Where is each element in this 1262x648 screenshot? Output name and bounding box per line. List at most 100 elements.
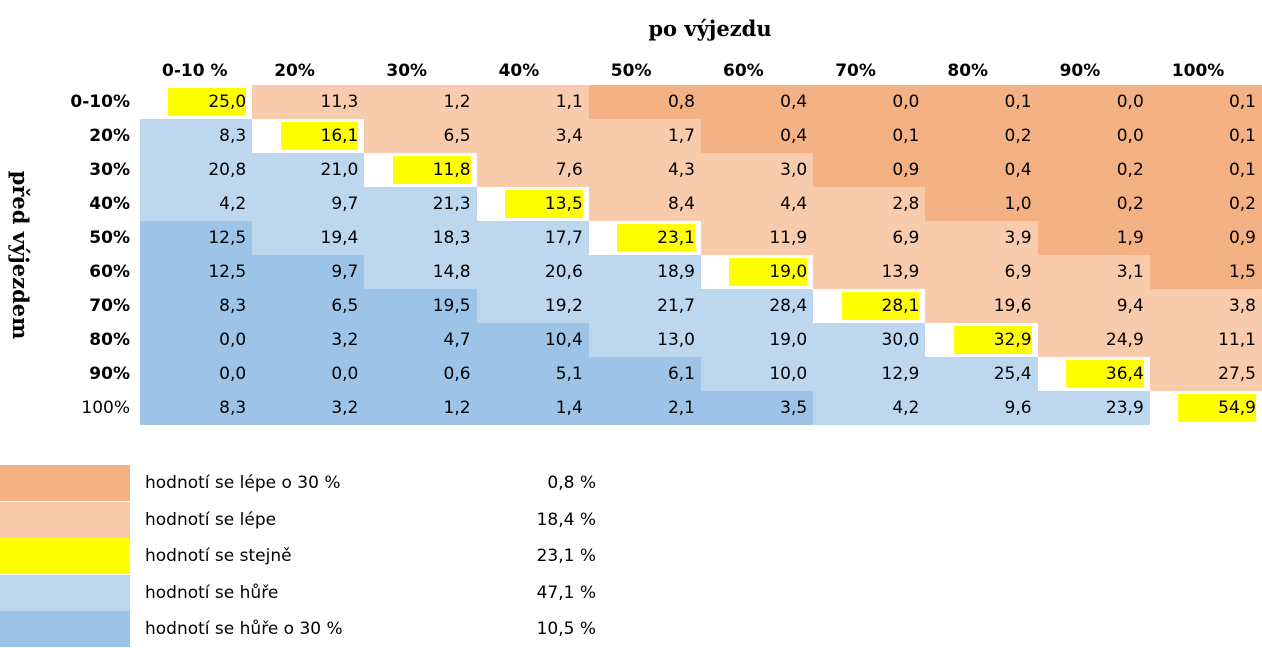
- cell-value: 8,3: [219, 398, 247, 418]
- cell: 20,6: [476, 255, 589, 289]
- cell: 0,1: [925, 85, 1038, 119]
- cell-value: 1,1: [555, 92, 583, 112]
- cell-value: 12,5: [208, 228, 247, 248]
- cell: 5,1: [476, 357, 589, 391]
- cell: 3,0: [701, 153, 814, 187]
- cell: 3,2: [252, 323, 365, 357]
- column-header: 20%: [274, 61, 315, 81]
- column-header: 90%: [1059, 61, 1101, 81]
- cell-value: 25,0: [168, 88, 247, 116]
- cell-value: 0,0: [1116, 126, 1144, 146]
- cell-value: 0,1: [1228, 126, 1256, 146]
- cell: 12,5: [140, 255, 253, 289]
- cell-value: 9,7: [331, 194, 359, 214]
- cell: 1,2: [364, 391, 477, 425]
- cell: 13,0: [588, 323, 701, 357]
- cell: 4,4: [701, 187, 814, 221]
- cell: 19,2: [476, 289, 589, 323]
- cell: 19,4: [252, 221, 365, 255]
- legend-label: hodnotí se stejně: [145, 546, 292, 566]
- cell-value: 10,0: [769, 364, 808, 384]
- legend-swatch: [0, 465, 130, 501]
- legend-label: hodnotí se hůře: [145, 582, 279, 603]
- cell-value: 4,2: [219, 194, 247, 214]
- cell-value: 3,4: [555, 126, 583, 146]
- cell: 0,0: [1037, 119, 1150, 153]
- cell: 19,0: [701, 323, 814, 357]
- cell-value: 13,0: [657, 330, 695, 350]
- legend-label: hodnotí se lépe: [145, 509, 277, 530]
- cell-value: 12,5: [208, 262, 247, 282]
- cell: 2,1: [588, 391, 701, 425]
- cell: 10,4: [476, 323, 589, 357]
- cell: 4,2: [813, 391, 926, 425]
- column-header: 30%: [386, 61, 428, 81]
- cell: 19,5: [364, 289, 477, 323]
- cell-value: 19,2: [544, 296, 583, 316]
- cell: 0,4: [701, 85, 814, 119]
- cell-value: 28,1: [841, 292, 920, 320]
- cell-value: 8,3: [219, 296, 247, 316]
- cell-value: 28,4: [769, 296, 808, 316]
- cell: 0,2: [1149, 187, 1262, 221]
- cell-value: 36,4: [1065, 360, 1144, 388]
- cell-value: 16,1: [280, 122, 359, 150]
- cell-value: 1,2: [443, 92, 471, 112]
- cell: 32,9: [925, 323, 1037, 357]
- cell-value: 23,9: [1105, 398, 1144, 418]
- column-header: 0-10 %: [162, 61, 228, 81]
- cell-value: 20,8: [208, 160, 247, 180]
- cell: 28,1: [813, 289, 925, 323]
- cell: 28,4: [701, 289, 814, 323]
- cell: 4,7: [364, 323, 477, 357]
- cell: 11,9: [701, 221, 814, 255]
- cell: 6,5: [252, 289, 365, 323]
- legend-label: hodnotí se lépe o 30 %: [145, 473, 341, 493]
- cell: 27,5: [1149, 357, 1262, 391]
- cell-value: 30,0: [881, 330, 920, 350]
- cell-value: 1,7: [667, 126, 695, 146]
- legend-swatch: [0, 538, 130, 574]
- column-title: po výjezdu: [648, 16, 772, 41]
- cell-value: 7,6: [555, 160, 583, 180]
- cell-value: 19,0: [769, 330, 808, 350]
- cell-value: 3,5: [780, 398, 808, 418]
- row-header: 70%: [89, 296, 130, 316]
- cell-value: 4,2: [892, 398, 920, 418]
- cell: 1,2: [364, 85, 477, 119]
- cell-value: 0,4: [780, 126, 808, 146]
- cell: 1,0: [925, 187, 1038, 221]
- cell-value: 18,9: [657, 262, 695, 282]
- cell-value: 4,7: [443, 330, 471, 350]
- cell: 8,3: [140, 119, 253, 153]
- cell: 19,0: [701, 255, 813, 289]
- cell-value: 1,5: [1228, 262, 1256, 282]
- cell: 11,3: [252, 85, 365, 119]
- cell: 54,9: [1150, 391, 1262, 425]
- cell: 23,9: [1037, 391, 1150, 425]
- cell: 0,1: [1149, 85, 1262, 119]
- cell: 10,0: [701, 357, 814, 391]
- cell: 36,4: [1038, 357, 1150, 391]
- cell: 0,8: [588, 85, 701, 119]
- cell: 0,6: [364, 357, 477, 391]
- row-header: 100%: [81, 398, 130, 418]
- cell: 13,5: [477, 187, 589, 221]
- cell: 1,4: [476, 391, 589, 425]
- cell: 8,3: [140, 289, 253, 323]
- cell-value: 0,0: [219, 330, 247, 350]
- cell-value: 0,2: [1116, 160, 1144, 180]
- cell-value: 32,9: [953, 326, 1032, 354]
- cell-value: 20,6: [544, 262, 583, 282]
- cell-value: 4,4: [780, 194, 808, 214]
- cell-value: 0,4: [780, 92, 808, 112]
- cell-value: 6,5: [443, 126, 471, 146]
- cell: 3,4: [476, 119, 589, 153]
- legend-label: hodnotí se hůře o 30 %: [145, 619, 343, 639]
- cell-value: 0,8: [667, 92, 695, 112]
- cell: 16,1: [252, 119, 364, 153]
- cell: 19,6: [925, 289, 1038, 323]
- cell-value: 12,9: [881, 364, 920, 384]
- cell-value: 24,9: [1105, 330, 1144, 350]
